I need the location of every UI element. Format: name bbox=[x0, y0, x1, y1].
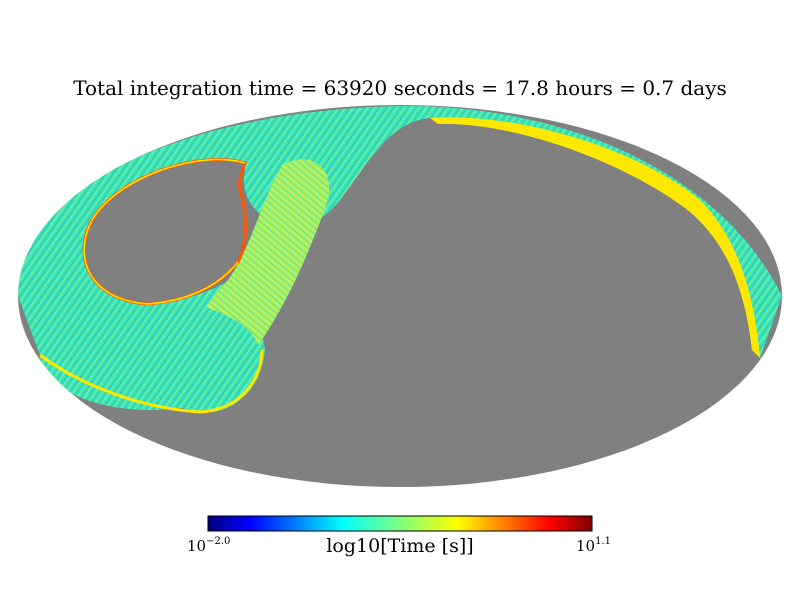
coverage-band-diagonal bbox=[196, 159, 330, 361]
coverage-blob-lower-edge bbox=[39, 349, 264, 414]
colorbar-tick-max: 101.1 bbox=[576, 536, 611, 555]
loop-hole-rim bbox=[83, 158, 246, 305]
colorbar-tick-min: 10−2.0 bbox=[187, 536, 231, 555]
coverage-blob-lower bbox=[40, 300, 260, 410]
chart-title: Total integration time = 63920 seconds =… bbox=[73, 76, 727, 100]
colorbar bbox=[207, 515, 593, 532]
colorbar-label: log10[Time [s]] bbox=[326, 535, 474, 557]
coverage-region bbox=[18, 105, 782, 414]
